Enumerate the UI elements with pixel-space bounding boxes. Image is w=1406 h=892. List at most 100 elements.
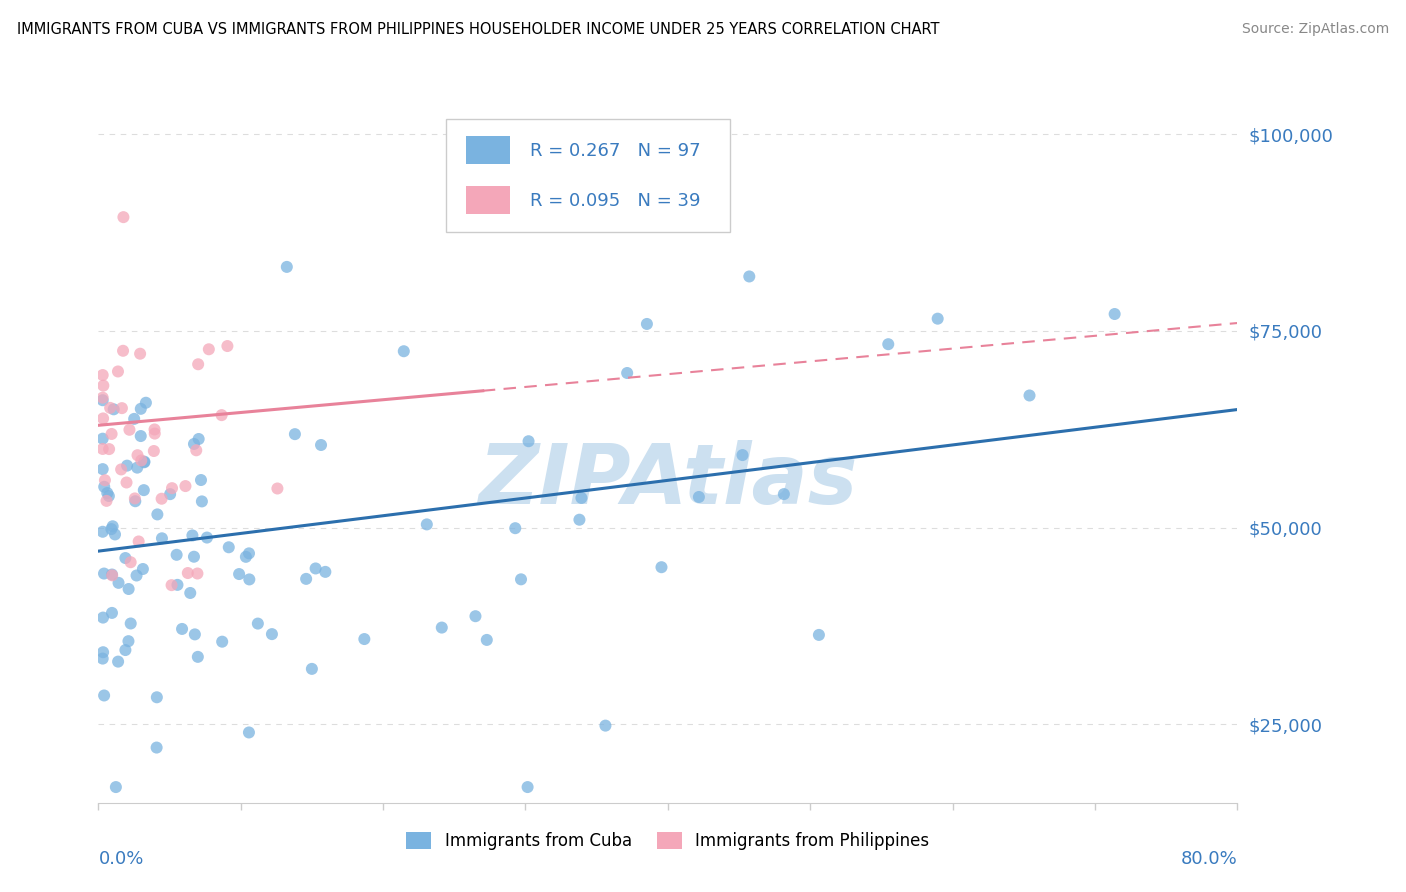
Point (238, 573, 260, 587)
Point (91, 610, 114, 624)
Point (101, 567, 124, 582)
Point (91, 442, 114, 456)
Text: ZIPAtlas: ZIPAtlas (478, 441, 858, 522)
Point (134, 455, 156, 469)
Point (96, 494, 118, 508)
Point (181, 528, 204, 542)
Point (93, 480, 115, 494)
Point (132, 483, 155, 497)
Point (91, 524, 114, 539)
Point (314, 565, 336, 579)
Point (107, 575, 129, 590)
Point (91, 645, 114, 659)
Point (107, 655, 129, 669)
Point (1018, 388, 1040, 402)
Point (773, 487, 796, 501)
Point (122, 412, 145, 426)
Point (98, 442, 121, 456)
Point (93, 689, 115, 703)
Point (475, 632, 498, 647)
Point (235, 549, 257, 564)
Point (132, 562, 155, 576)
Point (128, 534, 150, 549)
Text: 0.0%: 0.0% (98, 850, 143, 868)
Point (568, 513, 591, 527)
Point (174, 479, 197, 493)
Point (91, 378, 114, 392)
Point (877, 337, 900, 351)
Point (464, 609, 486, 624)
Point (650, 560, 672, 574)
Point (295, 572, 318, 586)
Point (595, 718, 617, 732)
Point (731, 448, 754, 462)
Point (738, 269, 761, 284)
Point (184, 627, 207, 641)
Point (93, 566, 115, 581)
Point (101, 606, 124, 620)
Point (198, 343, 221, 357)
Point (503, 521, 526, 535)
Point (129, 347, 152, 361)
Point (91, 651, 114, 665)
Point (190, 473, 212, 487)
Point (91, 411, 114, 425)
Point (103, 402, 125, 417)
Point (238, 725, 260, 739)
Point (301, 662, 323, 676)
Point (517, 434, 540, 449)
Point (353, 632, 375, 646)
Point (112, 210, 135, 224)
Point (160, 481, 183, 495)
Point (186, 566, 208, 581)
Point (100, 522, 122, 536)
Point (636, 317, 658, 331)
Point (107, 364, 129, 378)
Point (91, 462, 114, 476)
Point (117, 634, 139, 648)
Point (1104, 307, 1126, 321)
Point (124, 494, 146, 508)
Point (114, 643, 136, 657)
Point (276, 260, 298, 274)
Point (246, 616, 269, 631)
Point (150, 491, 173, 506)
Point (284, 427, 307, 442)
Text: R = 0.095   N = 39: R = 0.095 N = 39 (530, 192, 700, 210)
Point (134, 455, 156, 469)
Point (96, 486, 118, 500)
Bar (467, 136, 509, 164)
Point (127, 448, 149, 462)
Point (114, 551, 136, 566)
Point (91, 368, 114, 382)
Point (120, 555, 142, 569)
Point (211, 634, 233, 648)
Point (97, 489, 120, 503)
Point (104, 527, 127, 541)
Point (211, 408, 233, 422)
Point (179, 586, 201, 600)
Point (129, 401, 152, 416)
Point (807, 628, 830, 642)
Point (238, 546, 260, 560)
Point (392, 344, 415, 359)
Point (91, 432, 114, 446)
Point (143, 422, 166, 436)
Point (104, 780, 127, 794)
Point (183, 549, 205, 564)
Point (118, 423, 141, 437)
Point (228, 567, 250, 582)
Point (117, 582, 139, 596)
Point (115, 475, 138, 490)
Text: IMMIGRANTS FROM CUBA VS IMMIGRANTS FROM PHILIPPINES HOUSEHOLDER INCOME UNDER 25 : IMMIGRANTS FROM CUBA VS IMMIGRANTS FROM … (17, 22, 939, 37)
Point (218, 541, 240, 555)
Point (187, 432, 209, 446)
Point (159, 487, 181, 501)
Point (150, 531, 173, 545)
Point (146, 508, 169, 522)
Point (616, 366, 638, 380)
Text: R = 0.267   N = 97: R = 0.267 N = 97 (530, 142, 700, 160)
Point (177, 566, 200, 580)
Point (94, 473, 117, 487)
Point (416, 517, 439, 532)
